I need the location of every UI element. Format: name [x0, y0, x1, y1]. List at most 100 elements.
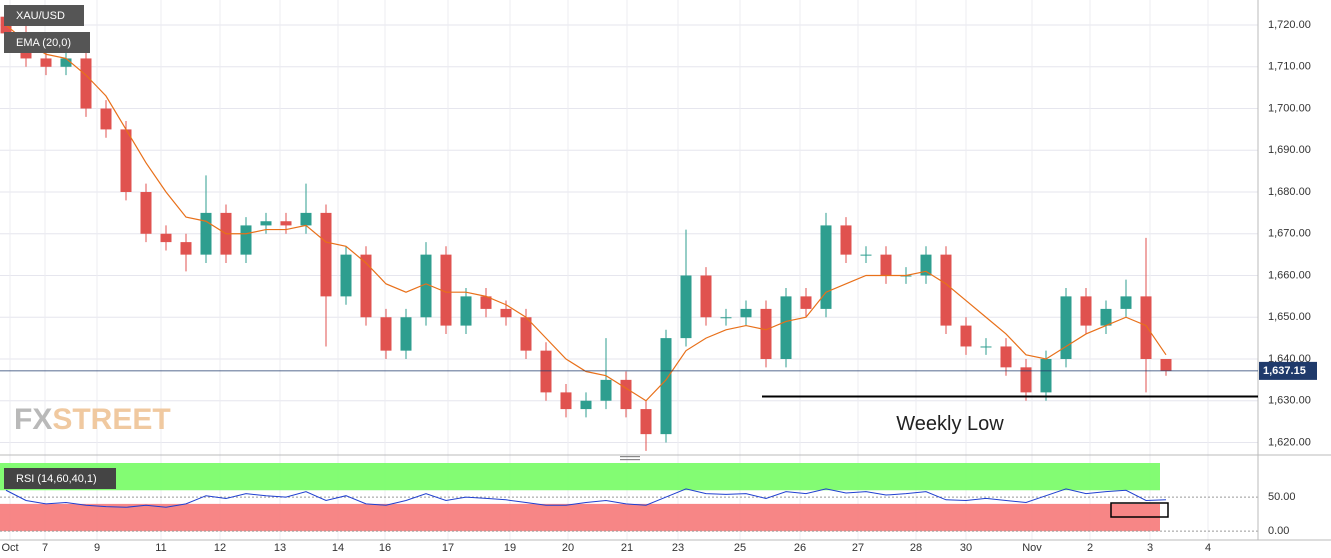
rsi-tick-label: 0.00 [1268, 525, 1289, 537]
candle-body [160, 233, 172, 243]
candle-body [1120, 296, 1132, 309]
x-tick-label: 3 [1147, 542, 1153, 554]
last-price-box [1259, 361, 1317, 380]
candle-body [460, 296, 472, 326]
rsi-lower-zone [0, 503, 1160, 532]
candle-body [640, 409, 652, 435]
x-tick-label: 23 [672, 542, 684, 554]
candle-body [600, 379, 612, 401]
x-tick-label: 19 [504, 542, 516, 554]
candle-body [300, 212, 312, 226]
candle-body [520, 317, 532, 351]
x-tick-label: 9 [94, 542, 100, 554]
candle-body [380, 317, 392, 351]
rsi-tick-label: 50.00 [1268, 491, 1296, 503]
highlight-box [1110, 502, 1169, 518]
x-tick-label: 30 [960, 542, 972, 554]
x-tick-label: 12 [214, 542, 226, 554]
candle-body [100, 108, 112, 130]
grid [0, 0, 1258, 540]
y-tick-label: 1,670.00 [1268, 228, 1311, 240]
x-tick-label: 2 [1087, 542, 1093, 554]
x-tick-label: 4 [1205, 542, 1211, 554]
candle-body [360, 254, 372, 318]
x-tick-label: 7 [42, 542, 48, 554]
resize-handle[interactable] [620, 456, 640, 458]
candle-body [840, 225, 852, 255]
candle-body [400, 317, 412, 351]
candle-body [1080, 296, 1092, 326]
candle-body [40, 58, 52, 67]
candle-body [980, 346, 992, 348]
ema-line [5, 24, 1167, 402]
candle-body [760, 308, 772, 359]
candle-body [320, 212, 332, 297]
x-tick-label: Oct [1, 542, 18, 554]
y-tick-label: 1,620.00 [1268, 436, 1311, 448]
x-tick-label: 25 [734, 542, 746, 554]
candle-body [480, 296, 492, 309]
candle-body [120, 129, 132, 193]
candle-body [1020, 367, 1032, 393]
x-tick-label: 27 [852, 542, 864, 554]
candle-body [560, 392, 572, 410]
candle-body [1000, 346, 1012, 368]
watermark-street: STREET [52, 403, 170, 436]
annotation-text: Weekly Low [896, 413, 1004, 435]
rsi-label: RSI (14,60,40,1) [16, 473, 97, 485]
candle-body [960, 325, 972, 347]
candle-body [660, 338, 672, 435]
candle-body [280, 221, 292, 226]
watermark-fx: FX [14, 403, 52, 436]
x-tick-label: 17 [442, 542, 454, 554]
candle-body [720, 317, 732, 319]
x-tick-label: 26 [794, 542, 806, 554]
candle-body [800, 296, 812, 309]
candle-body [500, 308, 512, 318]
rsi-line [5, 488, 1167, 508]
candle-body [740, 308, 752, 318]
candle-body [420, 254, 432, 318]
y-tick-label: 1,720.00 [1268, 19, 1311, 31]
candle-body [940, 254, 952, 326]
y-tick-label: 1,660.00 [1268, 269, 1311, 281]
y-tick-label: 1,630.00 [1268, 395, 1311, 407]
ema-tag [4, 32, 90, 53]
candle-body [240, 225, 252, 255]
y-tick-label: 1,700.00 [1268, 102, 1311, 114]
candle-body [1040, 358, 1052, 393]
candle-body [80, 58, 92, 109]
candle-body [260, 221, 272, 226]
y-tick-label: 1,680.00 [1268, 186, 1311, 198]
candle-body [140, 192, 152, 234]
candle-body [820, 225, 832, 309]
rsi-upper-zone [0, 463, 1160, 491]
candle-body [1140, 296, 1152, 359]
x-tick-label: 28 [910, 542, 922, 554]
candle-body [620, 379, 632, 410]
x-tick-label: Nov [1022, 542, 1042, 554]
candle-body [180, 242, 192, 255]
candle-body [780, 296, 792, 359]
x-tick-label: 14 [332, 542, 344, 554]
candle-body [680, 275, 692, 339]
candle-body [860, 254, 872, 256]
y-tick-label: 1,690.00 [1268, 144, 1311, 156]
rsi-bands [0, 463, 1258, 532]
rsi-tag [4, 468, 116, 489]
y-tick-label: 1,710.00 [1268, 61, 1311, 73]
candle-body [920, 254, 932, 276]
x-tick-label: 16 [379, 542, 391, 554]
marks [0, 8, 1172, 508]
candle-body [60, 58, 72, 67]
candle-body [440, 254, 452, 326]
resize-handle[interactable] [620, 459, 640, 461]
candle-body [700, 275, 712, 318]
candle-body [880, 254, 892, 276]
x-tick-label: 21 [621, 542, 633, 554]
watermark: FXSTREET [14, 403, 171, 436]
symbol-label: XAU/USD [16, 10, 65, 22]
candle-body [340, 254, 352, 297]
x-tick-label: 13 [274, 542, 286, 554]
